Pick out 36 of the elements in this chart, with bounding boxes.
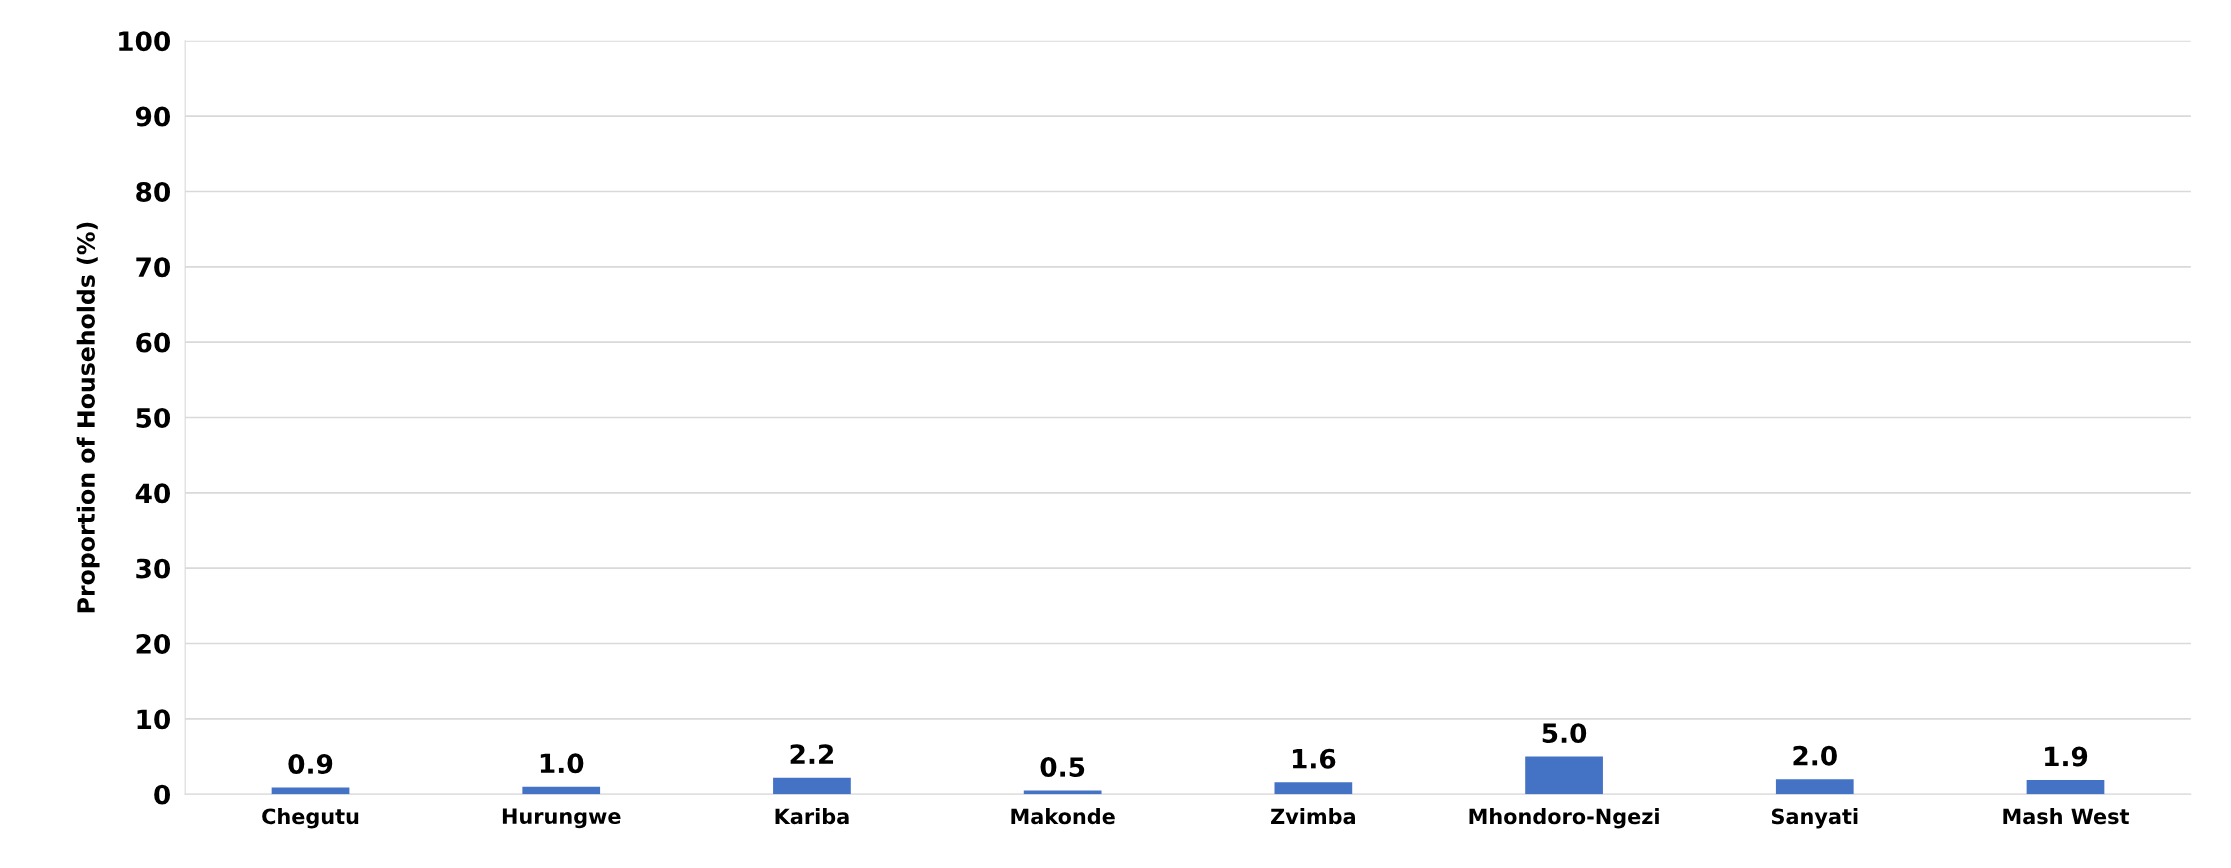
data-label: 2.0 <box>1793 745 1837 766</box>
data-label: 2.2 <box>790 744 834 764</box>
y-tick-label: 0 <box>154 784 171 805</box>
data-label: 1.0 <box>540 753 584 774</box>
y-tick-label: 60 <box>136 332 171 353</box>
y-tick-label: 100 <box>119 31 171 52</box>
bar <box>1023 790 1102 795</box>
data-label: 1.9 <box>2045 746 2088 767</box>
y-axis-title: Proportion of Households (%) <box>76 222 100 613</box>
y-tick-label: 70 <box>136 257 171 278</box>
data-label: 5.0 <box>1542 723 1587 744</box>
y-tick-label: 50 <box>136 407 171 428</box>
bar <box>1274 782 1353 795</box>
x-tick-label: Hurungwe <box>502 808 621 829</box>
bar <box>271 787 350 795</box>
x-tick-label: Chegutu <box>262 808 359 829</box>
y-tick-label: 10 <box>137 709 171 730</box>
y-tick-label: 40 <box>135 483 171 504</box>
data-label: 0.9 <box>288 754 333 774</box>
bar <box>1775 779 1854 795</box>
y-tick-label: 80 <box>136 181 171 202</box>
x-tick-label: Sanyati <box>1771 808 1858 829</box>
y-tick-label: 20 <box>136 633 171 654</box>
bar <box>2026 779 2105 795</box>
x-tick-label: Makonde <box>1011 808 1115 825</box>
bar <box>522 786 601 795</box>
x-tick-label: Kariba <box>775 808 849 825</box>
x-tick-label: Zvimba <box>1271 808 1355 825</box>
x-tick-label: Mash West <box>2003 808 2130 825</box>
data-label: 1.6 <box>1292 748 1336 769</box>
y-tick-label: 90 <box>135 106 171 127</box>
data-label: 0.5 <box>1040 757 1085 778</box>
bar <box>1525 756 1603 795</box>
x-tick-label: Mhondoro-Ngezi <box>1469 808 1659 829</box>
bar <box>773 777 851 795</box>
y-tick-label: 30 <box>136 558 171 579</box>
